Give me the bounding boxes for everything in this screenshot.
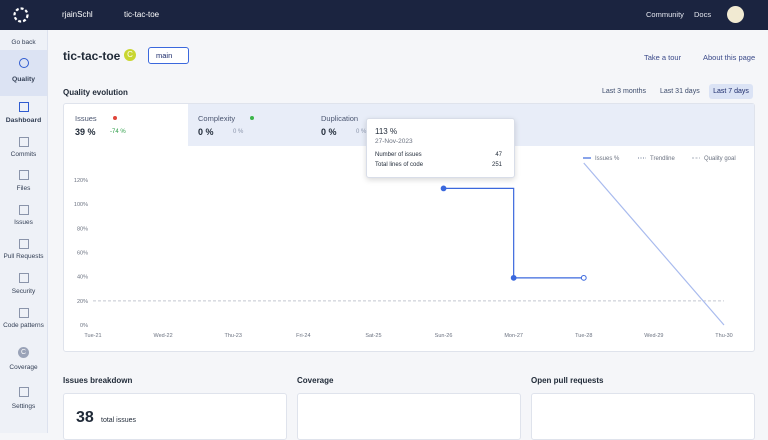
top-link[interactable]: Community — [646, 10, 684, 19]
card — [63, 393, 287, 440]
data-point — [510, 274, 517, 281]
y-tick-label: 20% — [77, 299, 88, 305]
tooltip: 113 % 27-Nov-2023 Number of issues 47 To… — [366, 118, 515, 178]
tooltip-value: 113 % — [375, 127, 398, 136]
header-action[interactable]: About this page — [703, 53, 756, 62]
y-tick-label: 60% — [77, 250, 88, 256]
x-tick-label: Tue-21 — [84, 333, 101, 339]
coverage-badge: C — [18, 347, 29, 358]
x-tick-label: Fri-24 — [296, 333, 310, 339]
x-tick-label: Tue-28 — [575, 333, 592, 339]
status-dot — [250, 116, 254, 120]
nav-icon — [19, 170, 29, 180]
range-button[interactable]: Last 31 days — [660, 88, 700, 95]
card — [531, 393, 755, 440]
nav-item[interactable]: Files — [16, 185, 31, 192]
metric-value: 39 % — [75, 127, 96, 137]
legend-label: Issues % — [595, 156, 620, 162]
metric-name[interactable]: Issues — [75, 114, 97, 123]
nav-item[interactable]: Security — [11, 288, 36, 295]
legend-label: Quality goal — [704, 156, 736, 162]
tooltip-number: 47 — [495, 152, 502, 158]
card-title: Coverage — [297, 376, 334, 385]
repo-name[interactable]: tic-tac-toe — [124, 10, 160, 19]
y-tick-label: 120% — [74, 178, 88, 184]
y-tick-label: 0% — [80, 323, 88, 329]
nav-item[interactable]: Settings — [11, 403, 36, 410]
range-button-active[interactable]: Last 7 days — [709, 84, 753, 99]
sidebar: Go back — [0, 30, 48, 433]
chart: 0% 20% 40% 60% 80% 100% 120% Tue-21 Wed-22 Thu-23… — [74, 156, 736, 339]
nav-item[interactable]: Pull Requests — [3, 253, 44, 260]
y-tick-label: 80% — [77, 226, 88, 232]
x-tick-label: Sat-25 — [365, 333, 381, 339]
tooltip-label: Number of issues — [375, 152, 422, 158]
nav-item[interactable]: Dashboard — [5, 117, 42, 124]
x-tick-label: Thu-23 — [225, 333, 242, 339]
nav-item[interactable]: Quality — [11, 76, 36, 83]
card — [297, 393, 521, 440]
y-tick-label: 100% — [74, 202, 88, 208]
nav-icon — [19, 239, 29, 249]
card-title: Issues breakdown — [63, 376, 133, 385]
metric-value: 0 % — [198, 127, 214, 137]
nav-icon — [19, 137, 29, 147]
grade-badge: C — [124, 49, 136, 61]
org-name[interactable]: rjainSchl — [62, 10, 93, 19]
data-point — [440, 185, 447, 192]
series-line — [583, 162, 725, 326]
nav-item[interactable]: Code patterns — [3, 322, 44, 329]
nav-icon — [19, 205, 29, 215]
metric-delta: 0 % — [233, 129, 244, 135]
logo — [13, 7, 29, 23]
nav-item[interactable]: Coverage — [9, 364, 38, 371]
status-dot — [113, 116, 117, 120]
card-caption: total issues — [101, 417, 137, 424]
back-link[interactable]: Go back — [11, 39, 36, 46]
legend-label: Trendline — [650, 156, 675, 162]
metric-value: 0 % — [321, 127, 337, 137]
top-link[interactable]: Docs — [694, 10, 712, 19]
tooltip-number: 251 — [491, 162, 502, 168]
nav-icon — [19, 387, 29, 397]
nav-icon — [19, 308, 29, 318]
nav-icon — [19, 273, 29, 283]
topbar: rjainSchl tic-tac-toe Community Docs — [0, 0, 768, 30]
card-title: Open pull requests — [531, 376, 604, 385]
x-tick-label: Mon-27 — [504, 333, 523, 339]
nav-item[interactable]: Issues — [14, 219, 33, 226]
metric-delta: 0 % — [356, 129, 367, 135]
metric-delta: -74 % — [110, 129, 126, 135]
header-action[interactable]: Take a tour — [644, 53, 682, 62]
avatar[interactable] — [727, 6, 744, 23]
nav-item[interactable]: Commits — [10, 151, 37, 158]
tooltip-date: 27-Nov-2023 — [375, 138, 413, 145]
nav-selected — [0, 50, 47, 96]
series-line — [443, 187, 584, 279]
section-title: Quality evolution — [63, 88, 128, 97]
data-point — [580, 274, 587, 281]
branch-select[interactable]: main — [148, 47, 189, 64]
y-tick-label: 40% — [77, 275, 88, 281]
x-tick-label: Thu-30 — [715, 333, 732, 339]
x-tick-label: Wed-29 — [644, 333, 663, 339]
nav-icon — [19, 58, 29, 68]
x-tick-label: Wed-22 — [154, 333, 173, 339]
repo-title: tic-tac-toe — [63, 49, 121, 63]
nav-icon — [19, 102, 29, 112]
metric-name[interactable]: Complexity — [198, 114, 236, 123]
metric-name[interactable]: Duplication — [321, 114, 359, 123]
range-button[interactable]: Last 3 months — [602, 88, 646, 95]
card-value: 38 — [76, 409, 94, 426]
tooltip-label: Total lines of code — [375, 162, 424, 168]
x-tick-label: Sun-26 — [435, 333, 453, 339]
